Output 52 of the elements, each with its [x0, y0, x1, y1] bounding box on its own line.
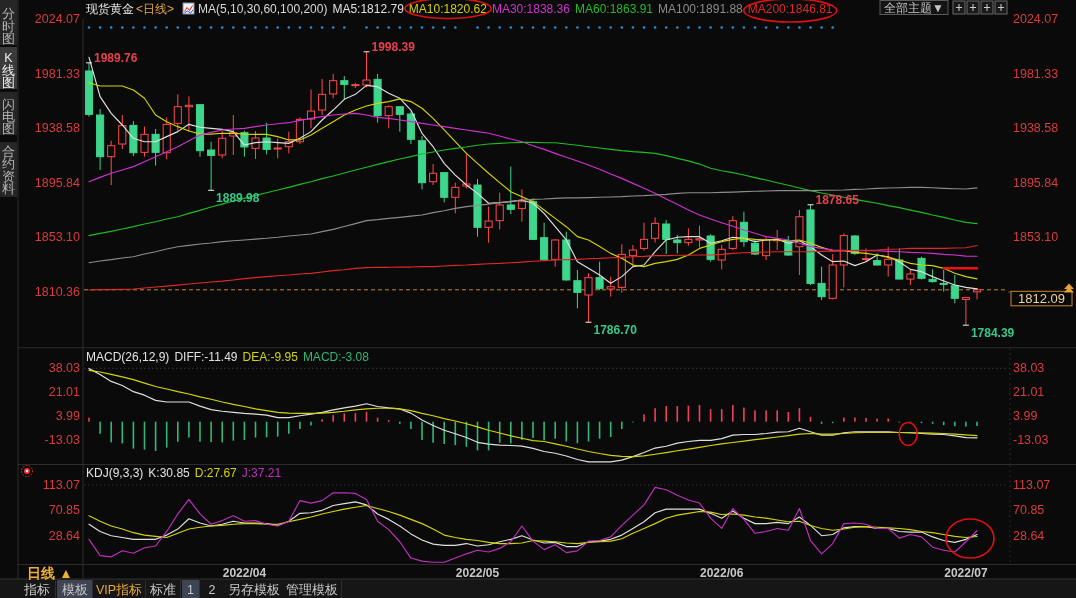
- annotation: 1784.39: [962, 324, 1015, 341]
- y-tick-label: 1895.84: [34, 175, 81, 190]
- annotation: 1784.39: [970, 326, 1015, 341]
- annotation: 1998.39: [363, 39, 415, 54]
- annotation: 1878.65: [807, 192, 859, 207]
- y-tick-label: 38.03: [1013, 361, 1045, 376]
- ui-tab: 1: [182, 579, 200, 598]
- ui-btn: 全部主题▼: [879, 0, 949, 15]
- chart-title: 现货黄金: [86, 1, 134, 16]
- y-tick-label: 1853.10: [34, 230, 81, 245]
- header: KDJ(9,3,3) K:30.85 D:27.67 J:37.21: [86, 466, 282, 480]
- ui-tab: VIP指标: [93, 579, 146, 598]
- ref-label: 1812.09: [1010, 290, 1073, 307]
- ui-tab: 管理模板: [283, 579, 342, 598]
- ui-side: 闪电图: [0, 92, 17, 137]
- y-tick-label: -13.03: [1013, 432, 1049, 447]
- y-tick-label: 21.01: [1013, 385, 1045, 400]
- ui-tab: 模板: [57, 579, 93, 598]
- y-tick-label: 113.07: [1013, 477, 1051, 492]
- annotation: 1989.76: [85, 50, 138, 65]
- y-tick-label: 1938.58: [34, 121, 81, 136]
- header: MACD(26,12,9) DIFF:-11.49 DEA:-9.95 MACD:-3.08: [86, 349, 369, 364]
- x-tick-label: 2022/07: [944, 565, 988, 580]
- y-tick-label: 3.99: [1013, 409, 1038, 424]
- annotation: 1786.70: [585, 321, 637, 338]
- ui-tab: 标准: [146, 579, 181, 598]
- ui-lbl: 日线 ▲: [27, 566, 73, 581]
- y-tick-label: 70.85: [1013, 503, 1045, 518]
- chart-title: KDJ(9,3,3): [86, 466, 144, 480]
- legend: K:30.85 D:27.67 J:37.21: [148, 466, 282, 480]
- chart-subtitle: <日线>: [136, 1, 175, 16]
- chart-title: MACD(26,12,9): [86, 349, 170, 364]
- x-tick-label: 2022/05: [455, 565, 500, 580]
- legend: MA5:1812.79 MA10:1820.62 MA30:1838.36 MA60:1863.91 MA100:1891.88 MA200:1846.81: [332, 0, 838, 23]
- y-tick-label: 2024.07: [34, 12, 81, 26]
- header: 现货黄金 <日线> MA(5,10,30,60,100,200) MA5:1812.79 MA10:1820.62 MA30:1838.36 MA60:1863.91 MA100:1891.88 MA200:1846.81: [86, 0, 838, 23]
- annotation: 1998.39: [371, 39, 416, 54]
- x-tick-label: 2022/06: [700, 565, 744, 580]
- y-tick-label: 1981.33: [34, 66, 81, 81]
- y-tick-label: 28.64: [1013, 528, 1045, 543]
- annotation: 1878.65: [815, 192, 860, 207]
- annotation: 1989.76: [94, 50, 138, 65]
- ref-line-label: 1812.09: [1018, 291, 1065, 307]
- ui-side: 分时图: [0, 0, 17, 46]
- ui-side: K线图: [0, 47, 17, 90]
- ui-tab: 指标: [18, 579, 56, 598]
- ui-side: 合约资料: [0, 142, 17, 197]
- legend-title: MA(5,10,30,60,100,200): [198, 1, 328, 16]
- annotation: 1786.70: [593, 323, 638, 338]
- x-tick-label: 2022/04: [222, 565, 267, 580]
- y-tick-label: 1810.36: [34, 285, 81, 300]
- legend: DIFF:-11.49 DEA:-9.95 MACD:-3.08: [174, 349, 369, 364]
